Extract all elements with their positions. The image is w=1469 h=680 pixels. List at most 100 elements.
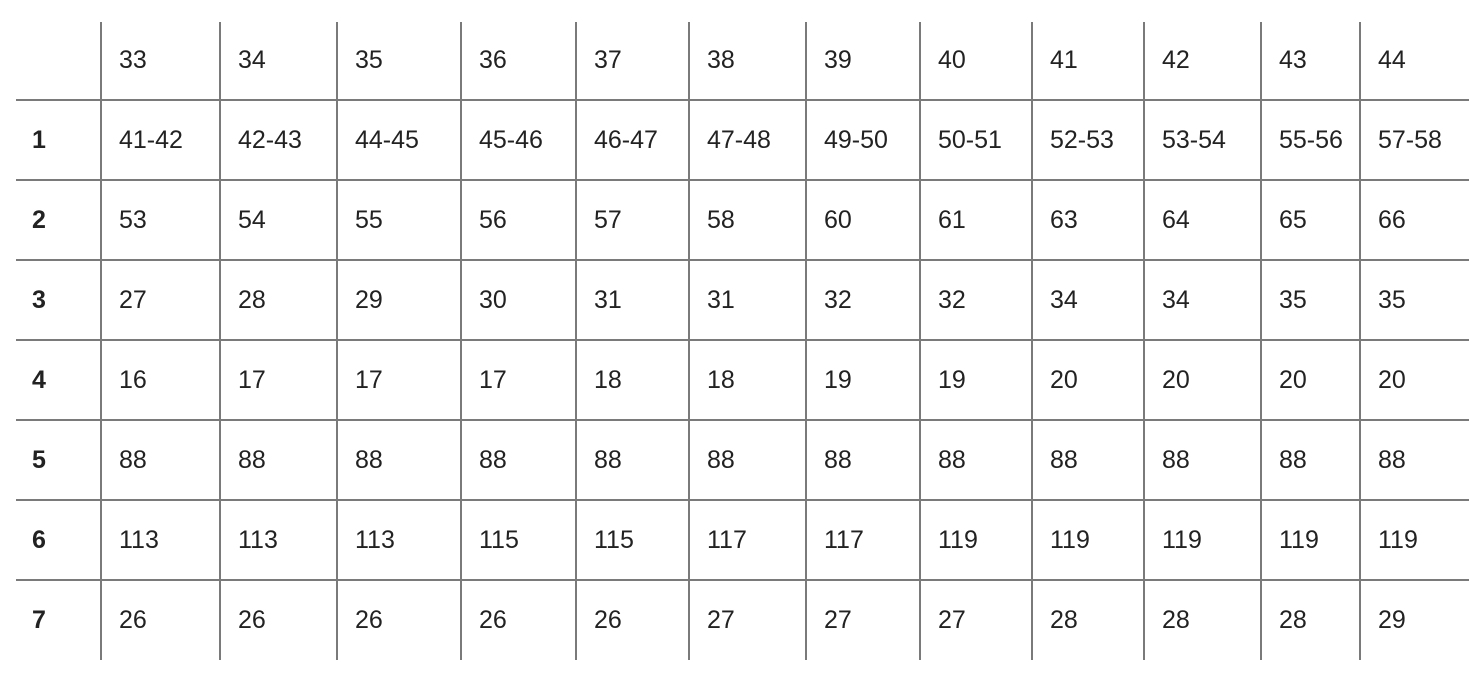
table-cell: 88 — [919, 419, 1032, 500]
table-row: 4 16 17 17 17 18 18 19 19 20 20 20 20 — [16, 339, 1469, 420]
table-cell: 66 — [1359, 179, 1469, 260]
table-cell: 27 — [100, 259, 220, 340]
table-cell: 119 — [1143, 499, 1261, 580]
table-cell: 55-56 — [1260, 99, 1360, 180]
table-row: 3 27 28 29 30 31 31 32 32 34 34 35 35 — [16, 259, 1469, 340]
row-header-cell — [16, 22, 101, 100]
table-cell: 113 — [219, 499, 337, 580]
table-cell: 18 — [575, 339, 689, 420]
table-cell: 58 — [688, 179, 806, 260]
table-cell: 43 — [1260, 22, 1360, 100]
table-cell: 88 — [1143, 419, 1261, 500]
table-cell: 37 — [575, 22, 689, 100]
table-cell: 26 — [100, 579, 220, 660]
table-cell: 47-48 — [688, 99, 806, 180]
table-cell: 53 — [100, 179, 220, 260]
row-header-cell: 5 — [16, 419, 101, 500]
table-cell: 49-50 — [805, 99, 920, 180]
table-cell: 19 — [805, 339, 920, 420]
table-cell: 28 — [1260, 579, 1360, 660]
table-cell: 26 — [219, 579, 337, 660]
table-cell: 35 — [1260, 259, 1360, 340]
table-cell: 28 — [1143, 579, 1261, 660]
table-cell: 20 — [1031, 339, 1144, 420]
table-cell: 32 — [919, 259, 1032, 340]
table-cell: 38 — [688, 22, 806, 100]
table-cell: 20 — [1359, 339, 1469, 420]
table-row: 5 88 88 88 88 88 88 88 88 88 88 88 88 — [16, 419, 1469, 500]
table-cell: 53-54 — [1143, 99, 1261, 180]
table-cell: 57-58 — [1359, 99, 1469, 180]
table-cell: 26 — [575, 579, 689, 660]
table-cell: 63 — [1031, 179, 1144, 260]
table-row: 1 41-42 42-43 44-45 45-46 46-47 47-48 49-50 50-5… — [16, 99, 1469, 180]
table-cell: 54 — [219, 179, 337, 260]
table-cell: 16 — [100, 339, 220, 420]
table-cell: 29 — [336, 259, 461, 340]
table-cell: 88 — [805, 419, 920, 500]
table-cell: 36 — [460, 22, 576, 100]
table-cell: 113 — [336, 499, 461, 580]
table-cell: 28 — [219, 259, 337, 340]
table-cell: 34 — [219, 22, 337, 100]
table-cell: 44 — [1359, 22, 1469, 100]
table-cell: 18 — [688, 339, 806, 420]
table-cell: 20 — [1260, 339, 1360, 420]
table-cell: 17 — [219, 339, 337, 420]
table-cell: 26 — [460, 579, 576, 660]
table-cell: 26 — [336, 579, 461, 660]
table-row: 7 26 26 26 26 26 27 27 27 28 28 28 29 — [16, 579, 1469, 660]
row-header-cell: 4 — [16, 339, 101, 420]
table-cell: 32 — [805, 259, 920, 340]
table-cell: 88 — [688, 419, 806, 500]
table-cell: 19 — [919, 339, 1032, 420]
table-cell: 52-53 — [1031, 99, 1144, 180]
table-cell: 39 — [805, 22, 920, 100]
table-cell: 41-42 — [100, 99, 220, 180]
table-cell: 33 — [100, 22, 220, 100]
header-row: 33 34 35 36 37 38 39 40 41 42 43 44 — [16, 22, 1469, 100]
table-cell: 45-46 — [460, 99, 576, 180]
table-cell: 40 — [919, 22, 1032, 100]
table-row: 2 53 54 55 56 57 58 60 61 63 64 65 66 — [16, 179, 1469, 260]
table-cell: 31 — [575, 259, 689, 340]
table-cell: 57 — [575, 179, 689, 260]
table-cell: 50-51 — [919, 99, 1032, 180]
table-cell: 88 — [1359, 419, 1469, 500]
table-cell: 27 — [805, 579, 920, 660]
table-cell: 56 — [460, 179, 576, 260]
table-cell: 64 — [1143, 179, 1261, 260]
table-cell: 88 — [100, 419, 220, 500]
table-cell: 113 — [100, 499, 220, 580]
table-cell: 119 — [1359, 499, 1469, 580]
table-cell: 88 — [336, 419, 461, 500]
table-cell: 88 — [460, 419, 576, 500]
table-cell: 42-43 — [219, 99, 337, 180]
table-cell: 27 — [688, 579, 806, 660]
table-cell: 117 — [688, 499, 806, 580]
table-cell: 117 — [805, 499, 920, 580]
row-header-cell: 6 — [16, 499, 101, 580]
table-cell: 20 — [1143, 339, 1261, 420]
table-cell: 88 — [575, 419, 689, 500]
table-cell: 88 — [1031, 419, 1144, 500]
table-cell: 88 — [219, 419, 337, 500]
row-header-cell: 3 — [16, 259, 101, 340]
row-header-cell: 2 — [16, 179, 101, 260]
table-cell: 115 — [575, 499, 689, 580]
table-cell: 119 — [1260, 499, 1360, 580]
table-cell: 17 — [460, 339, 576, 420]
table-cell: 31 — [688, 259, 806, 340]
table-cell: 119 — [919, 499, 1032, 580]
table-cell: 61 — [919, 179, 1032, 260]
table-cell: 34 — [1031, 259, 1144, 340]
table-row: 6 113 113 113 115 115 117 117 119 119 119 119 119 — [16, 499, 1469, 580]
table-cell: 42 — [1143, 22, 1261, 100]
table-cell: 41 — [1031, 22, 1144, 100]
size-table: 33 34 35 36 37 38 39 40 41 42 43 44 1 41-42 42-43 44-45… — [16, 22, 1469, 660]
table-cell: 60 — [805, 179, 920, 260]
table-cell: 119 — [1031, 499, 1144, 580]
table-cell: 35 — [1359, 259, 1469, 340]
table-cell: 30 — [460, 259, 576, 340]
row-header-cell: 7 — [16, 579, 101, 660]
